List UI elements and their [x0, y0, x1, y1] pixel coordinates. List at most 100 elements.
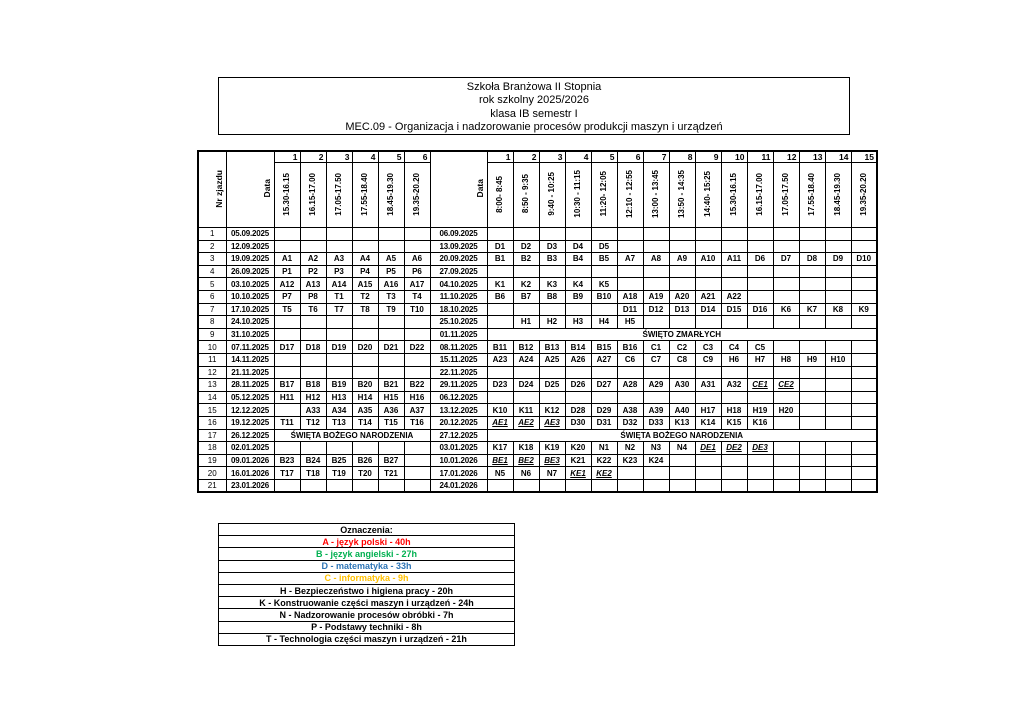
date-cell-right: 22.11.2025	[429, 365, 488, 380]
right-lesson-cell-1: BE1	[486, 453, 514, 468]
right-blank-cell-9	[694, 315, 722, 329]
right-lesson-cell-11: D6	[746, 252, 774, 266]
left-lesson-cell-4: A15	[351, 277, 379, 291]
date-cell-left: 19.09.2025	[225, 252, 275, 266]
right-blank-cell-14	[824, 264, 852, 279]
right-lesson-cell-1: N5	[486, 466, 514, 480]
date-cell-left: 23.01.2026	[225, 478, 275, 493]
right-time-label-13: 17.55-18.40	[807, 172, 816, 216]
right-lesson-cell-9: K14	[694, 415, 722, 430]
left-lesson-cell-4: T8	[351, 302, 379, 317]
left-lesson-cell-3: B19	[325, 378, 353, 392]
right-blank-cell-15	[850, 264, 878, 279]
schedule-row-21: 21 23.01.2026 24.01.2026	[197, 478, 878, 493]
right-blank-cell-1	[486, 264, 514, 279]
right-lesson-cell-14: H10	[824, 352, 852, 367]
right-blank-cell-2	[512, 390, 540, 405]
date-cell-right: 24.01.2026	[429, 478, 488, 493]
right-blank-cell-8	[668, 478, 696, 493]
date-cell-left: 26.12.2025	[225, 428, 275, 443]
right-lesson-cell-4: K20	[564, 441, 592, 455]
right-blank-cell-15	[850, 289, 878, 304]
right-blank-cell-11	[746, 277, 774, 291]
left-blank-cell-4	[351, 239, 379, 254]
right-blank-cell-14	[824, 227, 852, 241]
right-blank-cell-11	[746, 466, 774, 480]
left-time-label-5: 18.45-19.30	[386, 172, 395, 216]
right-lesson-cell-7: D33	[642, 415, 670, 430]
school-name: Szkoła Branżowa II Stopnia	[466, 81, 602, 93]
right-blank-cell-11	[746, 365, 774, 380]
right-blank-cell-3	[538, 478, 566, 493]
right-blank-cell-14	[824, 403, 852, 417]
date-left-label: Data	[262, 179, 272, 198]
left-lesson-cell-5: P5	[377, 264, 405, 279]
right-blank-cell-13	[798, 264, 826, 279]
left-time-6: 19.35-20.20	[403, 162, 431, 228]
right-blank-cell-15	[850, 378, 878, 392]
right-blank-cell-15	[850, 415, 878, 430]
right-blank-cell-2	[512, 227, 540, 241]
right-time-6: 12:10 - 12:55	[616, 162, 644, 228]
right-blank-cell-5	[590, 390, 618, 405]
right-lesson-cell-10: H18	[720, 403, 748, 417]
left-lesson-cell-1: P7	[273, 289, 301, 304]
left-lesson-cell-6: A37	[403, 403, 431, 417]
right-blank-cell-7	[642, 478, 670, 493]
right-lesson-cell-8: K13	[668, 415, 696, 430]
right-blank-cell-14	[824, 315, 852, 329]
right-blank-cell-7	[642, 390, 670, 405]
right-lesson-cell-7: C1	[642, 340, 670, 354]
right-blank-cell-10	[720, 264, 748, 279]
schedule-row-19: 19 09.01.2026 B23 B24 B25 B26 B27 10.01.2026 BE1…	[197, 453, 878, 468]
left-lesson-number-5: 5	[377, 150, 405, 163]
date-cell-right: 27.12.2025	[429, 428, 488, 443]
right-blank-cell-6	[616, 390, 644, 405]
schedule-table: Nr zjazdu Data 1 2 3 4 5 6 Data 1 2 3 4 5 6 7 8 9 10 11 12 13…	[197, 150, 878, 493]
right-blank-cell-15	[850, 403, 878, 417]
right-lesson-cell-2: D2	[512, 239, 540, 254]
right-blank-cell-8	[668, 453, 696, 468]
right-blank-cell-13	[798, 340, 826, 354]
left-blank-cell-1	[273, 352, 301, 367]
right-blank-cell-13	[798, 227, 826, 241]
right-lesson-cell-2: H1	[512, 315, 540, 329]
left-lesson-cell-6: T16	[403, 415, 431, 430]
right-blank-cell-11	[746, 227, 774, 241]
left-blank-cell-3	[325, 352, 353, 367]
right-blank-cell-13	[798, 441, 826, 455]
right-time-8: 13:50 - 14:35	[668, 162, 696, 228]
left-blank-cell-2	[299, 239, 327, 254]
right-blank-cell-2	[512, 264, 540, 279]
meeting-number: 9	[197, 327, 227, 342]
date-cell-left: 28.11.2025	[225, 378, 275, 392]
right-blank-cell-12	[772, 478, 800, 493]
right-blank-cell-1	[486, 227, 514, 241]
date-cell-right: 18.10.2025	[429, 302, 488, 317]
right-time-5: 11:20- 12:05	[590, 162, 618, 228]
date-cell-left: 05.09.2025	[225, 227, 275, 241]
right-blank-cell-7	[642, 466, 670, 480]
date-cell-right: 06.09.2025	[429, 227, 488, 241]
right-lesson-cell-4: KE1	[564, 466, 592, 480]
right-lesson-cell-6: K23	[616, 453, 644, 468]
right-blank-cell-9	[694, 466, 722, 480]
date-cell-right: 17.01.2026	[429, 466, 488, 480]
right-time-label-3: 9:40 - 10:25	[547, 172, 556, 216]
right-lesson-cell-1: AE1	[486, 415, 514, 430]
left-blank-cell-5	[377, 352, 405, 367]
date-cell-left: 03.10.2025	[225, 277, 275, 291]
right-lesson-cell-4: D28	[564, 403, 592, 417]
right-lesson-cell-9: A10	[694, 252, 722, 266]
left-time-label-2: 16.15-17.00	[308, 172, 317, 216]
left-lesson-cell-6: B22	[403, 378, 431, 392]
date-cell-left: 19.12.2025	[225, 415, 275, 430]
left-blank-cell-3	[325, 315, 353, 329]
right-lesson-cell-9: A21	[694, 289, 722, 304]
right-blank-cell-11	[746, 390, 774, 405]
left-time-label-4: 17.55-18.40	[360, 172, 369, 216]
right-lesson-cell-2: A24	[512, 352, 540, 367]
left-blank-cell-1	[273, 478, 301, 493]
right-lesson-cell-11: CE1	[746, 378, 774, 392]
schedule-row-18: 18 02.01.2025 03.01.2025 K17 K18 K19 K20 N1 N2 N3…	[197, 441, 878, 455]
